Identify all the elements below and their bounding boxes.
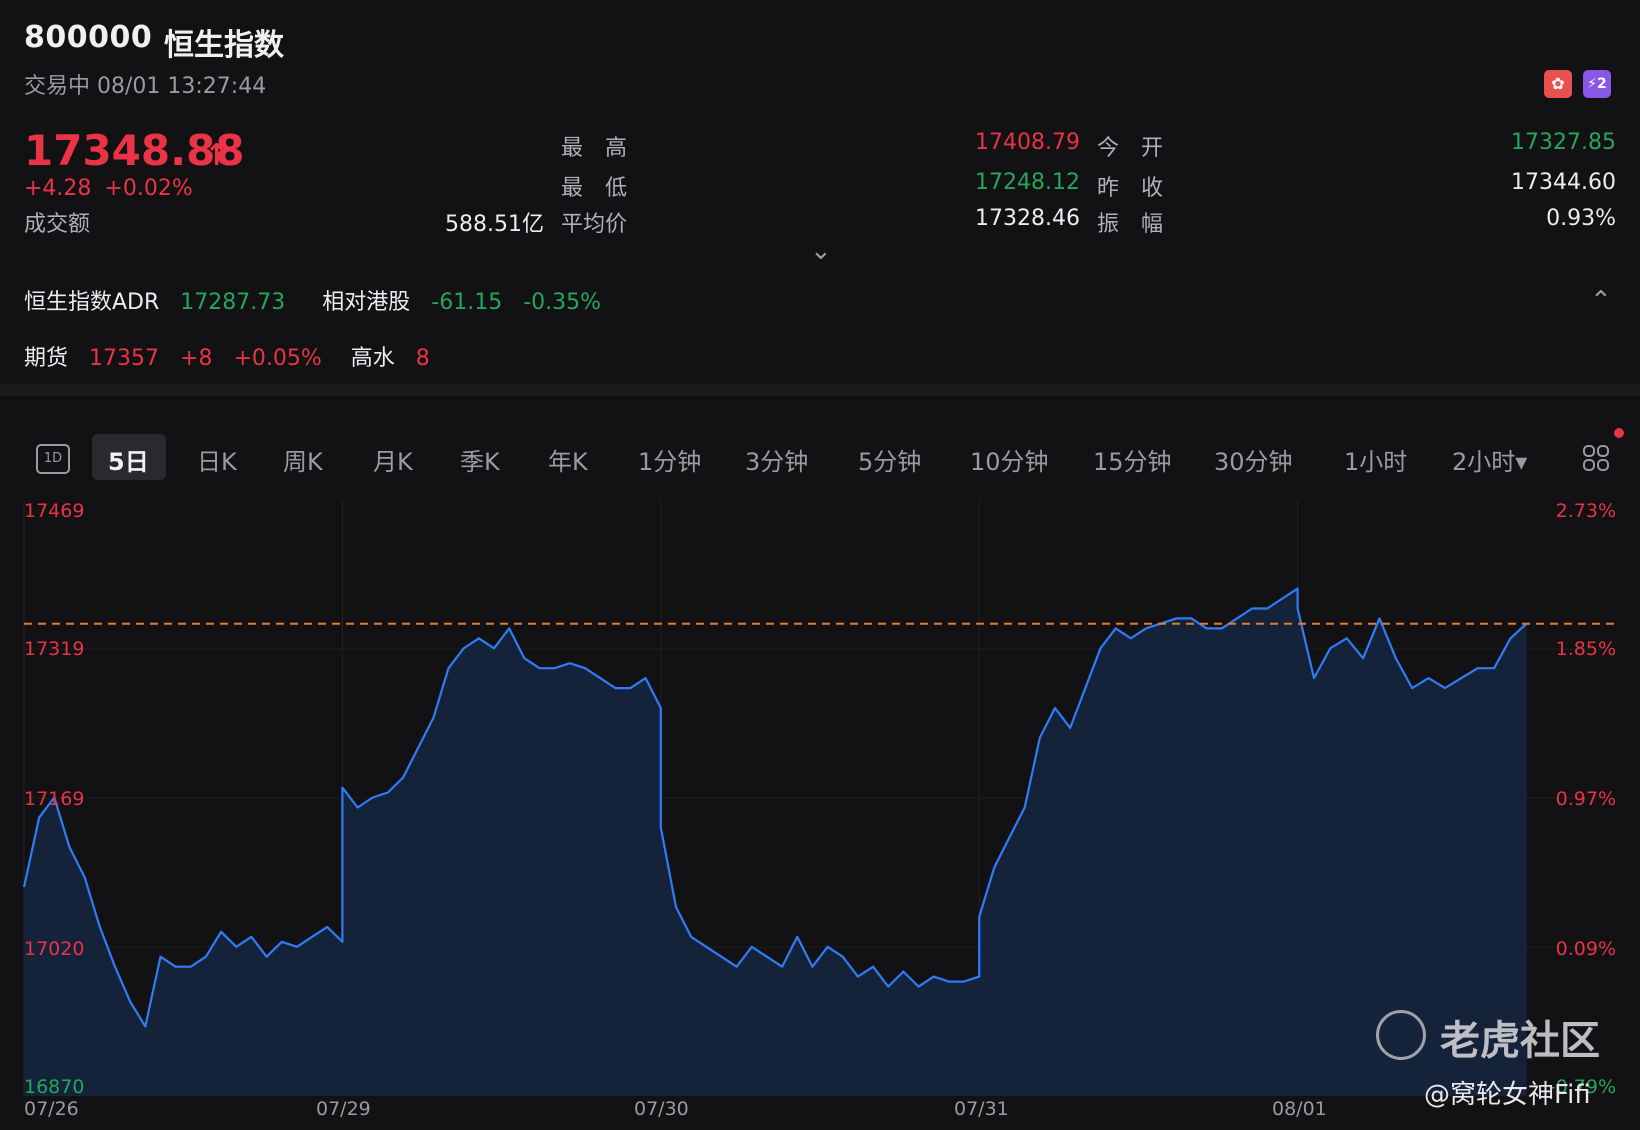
notification-dot bbox=[1614, 428, 1624, 438]
adr-row: 恒生指数ADR 17287.73 相对港股 -61.15 -0.35% bbox=[24, 284, 601, 316]
y-label-right-4: -0.79% bbox=[1548, 1076, 1616, 1098]
tab-5d-highlight bbox=[92, 434, 166, 480]
adr-value: 17287.73 bbox=[180, 290, 286, 315]
indicator-settings-icon[interactable] bbox=[1582, 444, 1610, 472]
tiger-logo-icon bbox=[1376, 1010, 1426, 1060]
y-label-left-4: 16870 bbox=[24, 1076, 85, 1098]
y-label-right-0: 2.73% bbox=[1555, 500, 1616, 522]
last-price: 17348.88 bbox=[24, 126, 245, 175]
futures-label: 期货 bbox=[24, 346, 69, 371]
open-label: 今 开 bbox=[1097, 136, 1164, 161]
section-divider bbox=[0, 384, 1640, 396]
tab-5min[interactable]: 5分钟 bbox=[858, 448, 922, 476]
tab-30min[interactable]: 30分钟 bbox=[1214, 448, 1293, 476]
prev-close-label: 昨 收 bbox=[1097, 176, 1164, 201]
price-up-arrow-icon: ↑ bbox=[204, 138, 230, 173]
watermark-brand: 老虎社区 bbox=[1440, 1018, 1600, 1064]
avg-label: 平均价 bbox=[561, 212, 628, 237]
prev-close-value: 17344.60 bbox=[1511, 170, 1616, 195]
watermark-user: @窝轮女神Fifi bbox=[1424, 1080, 1591, 1110]
x-label-3: 07/31 bbox=[954, 1098, 1009, 1120]
tab-1min[interactable]: 1分钟 bbox=[638, 448, 702, 476]
y-label-left-2: 17169 bbox=[24, 788, 85, 810]
tab-1d-icon[interactable]: 1D bbox=[36, 444, 70, 474]
adr-relative-label: 相对港股 bbox=[322, 290, 411, 315]
tab-5d[interactable]: 5日 bbox=[108, 448, 149, 476]
avg-value: 17328.46 bbox=[975, 206, 1080, 231]
change-percent: +0.02% bbox=[104, 176, 193, 201]
collapse-chevron-icon[interactable]: ⌃ bbox=[1590, 286, 1612, 316]
tab-daily-k[interactable]: 日K bbox=[197, 448, 237, 476]
tab-yearly-k[interactable]: 年K bbox=[548, 448, 588, 476]
x-label-1: 07/29 bbox=[316, 1098, 371, 1120]
futures-premium: 8 bbox=[415, 346, 430, 371]
tab-3min[interactable]: 3分钟 bbox=[745, 448, 809, 476]
level2-icon[interactable]: ⚡2 bbox=[1583, 70, 1611, 98]
price-change: +4.28 +0.02% bbox=[24, 176, 193, 201]
tab-10min[interactable]: 10分钟 bbox=[970, 448, 1049, 476]
high-value: 17408.79 bbox=[975, 130, 1080, 155]
x-label-4: 08/01 bbox=[1272, 1098, 1327, 1120]
price-area-fill bbox=[24, 588, 1527, 1096]
futures-row: 期货 17357 +8 +0.05% 高水 8 bbox=[24, 340, 430, 372]
adr-relative-change: -61.15 bbox=[431, 290, 503, 315]
x-label-0: 07/26 bbox=[24, 1098, 79, 1120]
change-value: +4.28 bbox=[24, 176, 92, 201]
y-label-right-2: 0.97% bbox=[1555, 788, 1616, 810]
y-label-right-3: 0.09% bbox=[1555, 938, 1616, 960]
stock-code: 800000 bbox=[24, 20, 153, 55]
futures-change: +8 bbox=[180, 346, 213, 371]
turnover-label: 成交额 bbox=[24, 212, 91, 237]
tab-monthly-k[interactable]: 月K bbox=[373, 448, 413, 476]
tab-weekly-k[interactable]: 周K bbox=[283, 448, 323, 476]
futures-value: 17357 bbox=[89, 346, 160, 371]
trading-status: 交易中 08/01 13:27:44 bbox=[24, 74, 267, 99]
tab-2hour-dropdown[interactable]: 2小时▾ bbox=[1452, 448, 1528, 476]
adr-label: 恒生指数ADR bbox=[24, 290, 160, 315]
open-value: 17327.85 bbox=[1511, 130, 1616, 155]
amplitude-value: 0.93% bbox=[1546, 206, 1616, 231]
turnover-value: 588.51亿 bbox=[445, 212, 544, 237]
low-label: 最 低 bbox=[561, 176, 628, 201]
y-label-left-3: 17020 bbox=[24, 938, 85, 960]
intraday-chart[interactable] bbox=[0, 490, 1640, 1130]
hk-market-icon[interactable]: ✿ bbox=[1544, 70, 1572, 98]
stock-name: 恒生指数 bbox=[164, 28, 284, 63]
price-line bbox=[22, 587, 1528, 1028]
x-label-2: 07/30 bbox=[634, 1098, 689, 1120]
tab-1hour[interactable]: 1小时 bbox=[1344, 448, 1408, 476]
high-label: 最 高 bbox=[561, 136, 628, 161]
futures-premium-label: 高水 bbox=[350, 346, 395, 371]
amplitude-label: 振 幅 bbox=[1097, 212, 1164, 237]
tab-quarterly-k[interactable]: 季K bbox=[460, 448, 500, 476]
y-label-right-1: 1.85% bbox=[1555, 638, 1616, 660]
tab-15min[interactable]: 15分钟 bbox=[1093, 448, 1172, 476]
y-label-left-1: 17319 bbox=[24, 638, 85, 660]
futures-percent: +0.05% bbox=[233, 346, 322, 371]
y-label-left-0: 17469 bbox=[24, 500, 85, 522]
low-value: 17248.12 bbox=[975, 170, 1080, 195]
adr-relative-percent: -0.35% bbox=[523, 290, 602, 315]
expand-chevron-icon[interactable]: ⌄ bbox=[810, 236, 832, 266]
